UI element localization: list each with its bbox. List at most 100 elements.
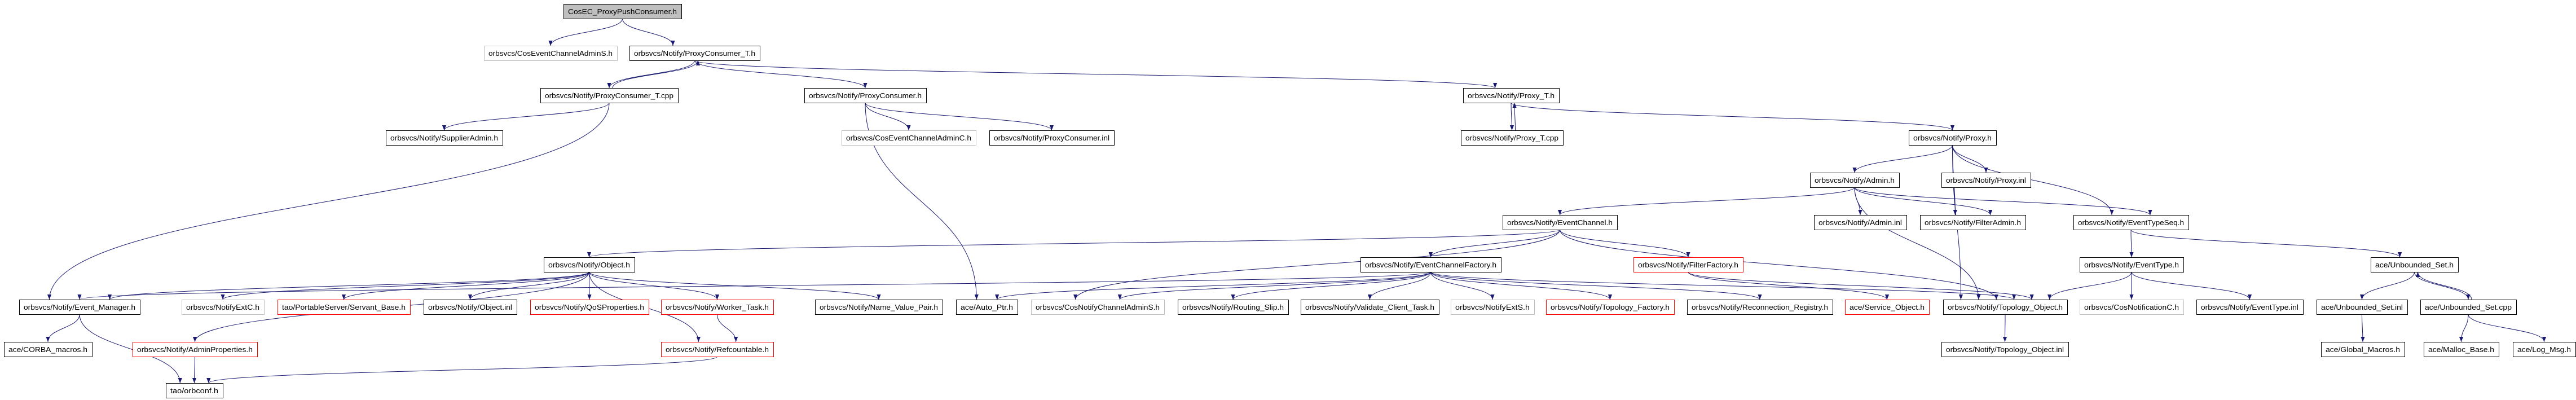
node-label: orbsvcs/Notify/Proxy_T.h [1468, 91, 1555, 100]
edge-arrow [1952, 144, 1988, 173]
edge-arrow [2131, 271, 2252, 300]
edge-arrow [1428, 229, 1560, 258]
edge-arrow [47, 102, 610, 300]
file-node[interactable]: orbsvcs/Notify/Topology_Factory.h [1546, 300, 1675, 315]
file-node[interactable]: orbsvcs/Notify/QoSProperties.h [530, 300, 649, 315]
file-node[interactable]: orbsvcs/Notify/AdminProperties.h [133, 342, 258, 357]
file-node[interactable]: orbsvcs/Notify/EventChannelFactory.h [1360, 257, 1501, 272]
file-node[interactable]: orbsvcs/Notify/EventType.h [2080, 257, 2184, 272]
node-box [2196, 300, 2304, 315]
file-node[interactable]: orbsvcs/NotifyExtS.h [1451, 300, 1535, 315]
node-box [484, 46, 618, 61]
node-label: orbsvcs/Notify/ProxyConsumer_T.h [634, 49, 755, 58]
file-node[interactable]: orbsvcs/Notify/Routing_Slip.h [1178, 300, 1289, 315]
edge-arrow [342, 271, 589, 300]
file-node[interactable]: orbsvcs/Notify/Admin.h [1810, 173, 1900, 188]
file-node[interactable]: orbsvcs/Notify/ProxyConsumer.h [804, 88, 927, 103]
node-box [1546, 300, 1675, 315]
file-node[interactable]: ace/Log_Msg.h [2513, 342, 2576, 357]
file-node[interactable]: orbsvcs/Notify/Proxy.inl [1941, 173, 2031, 188]
edge-arrow [1430, 271, 2016, 300]
file-node[interactable]: orbsvcs/Notify/Name_Value_Pair.h [815, 300, 943, 315]
file-node[interactable]: orbsvcs/Notify/Worker_Task.h [661, 300, 774, 315]
file-node[interactable]: orbsvcs/Notify/Refcountable.h [661, 342, 774, 357]
file-node[interactable]: tao/orbconf.h [166, 383, 223, 398]
node-label: orbsvcs/Notify/Object.inl [428, 303, 512, 311]
edge-arrow [468, 271, 589, 300]
node-label: tao/PortableServer/Servant_Base.h [282, 303, 406, 311]
file-node[interactable]: ace/Unbounded_Set.inl [2317, 300, 2408, 315]
file-node[interactable]: orbsvcs/Notify/Proxy.h [1909, 130, 1997, 146]
node-label: ace/Malloc_Base.h [2428, 345, 2494, 354]
node-label: orbsvcs/Notify/ProxyConsumer_T.cpp [545, 91, 673, 100]
file-node[interactable]: ace/CORBA_macros.h [4, 342, 93, 357]
file-node[interactable]: orbsvcs/Notify/EventType.inl [2196, 300, 2304, 315]
file-node[interactable]: tao/PortableServer/Servant_Base.h [278, 300, 411, 315]
node-box [2424, 342, 2499, 357]
file-node[interactable]: orbsvcs/Notify/Reconnection_Registry.h [1687, 300, 1833, 315]
file-node[interactable]: ace/Unbounded_Set.h [2371, 257, 2459, 272]
file-node[interactable]: orbsvcs/Notify/Object.inl [424, 300, 517, 315]
file-node[interactable]: orbsvcs/Notify/Validate_Client_Task.h [1301, 300, 1439, 315]
node-label: orbsvcs/Notify/Refcountable.h [666, 345, 769, 354]
file-node[interactable]: ace/Auto_Ptr.h [956, 300, 1018, 315]
node-box [1920, 215, 2026, 230]
file-node[interactable]: orbsvcs/Notify/Admin.inl [1814, 215, 1907, 230]
edge-arrow [78, 271, 1431, 300]
edge-arrow [1511, 102, 1954, 131]
edge-arrow [995, 271, 1431, 300]
nodes-layer: CosEC_ProxyPushConsumer.h orbsvcs/CosEven… [4, 4, 2576, 398]
file-node[interactable]: orbsvcs/Notify/EventTypeSeq.h [2073, 215, 2189, 230]
edge-arrow [589, 271, 881, 300]
edge-arrow [1854, 187, 1981, 300]
node-label: orbsvcs/Notify/EventType.inl [2201, 303, 2298, 311]
edge-arrow [1512, 102, 1517, 131]
file-node[interactable]: orbsvcs/Notify/Topology_Object.inl [1941, 342, 2069, 357]
edge-arrow [1073, 229, 1560, 300]
node-box [1301, 300, 1439, 315]
edge-arrow [622, 18, 675, 46]
node-box [989, 130, 1115, 146]
file-node[interactable]: orbsvcs/Notify/FilterAdmin.h [1920, 215, 2026, 230]
file-node[interactable]: ace/Global_Macros.h [2321, 342, 2405, 357]
file-node[interactable]: ace/Malloc_Base.h [2424, 342, 2499, 357]
file-node[interactable]: orbsvcs/Notify/ProxyConsumer_T.h [629, 46, 760, 61]
file-node[interactable]: orbsvcs/CosNotifyChannelAdminS.h [1031, 300, 1165, 315]
edge-arrow [717, 314, 738, 342]
node-label: ace/Auto_Ptr.h [961, 303, 1013, 311]
file-node[interactable]: orbsvcs/CosEventChannelAdminS.h [484, 46, 618, 61]
node-label: ace/Global_Macros.h [2326, 345, 2400, 354]
edge-arrow [1854, 187, 1993, 216]
file-node[interactable]: orbsvcs/Notify/Proxy_T.h [1463, 88, 1560, 103]
edge-arrow [442, 102, 610, 131]
node-box [2073, 215, 2189, 230]
file-node[interactable]: orbsvcs/Notify/ProxyConsumer_T.cpp [540, 88, 679, 103]
node-label: orbsvcs/Notify/Admin.inl [1818, 218, 1902, 227]
file-node[interactable]: ace/Unbounded_Set.cpp [2420, 300, 2517, 315]
edge-arrow [2130, 229, 2402, 258]
edge-arrow [1688, 271, 2034, 300]
node-label: orbsvcs/Notify/Validate_Client_Task.h [1305, 303, 1434, 311]
edge-arrow [2002, 314, 2007, 342]
file-node[interactable]: orbsvcs/Notify/EventChannel.h [1503, 215, 1618, 230]
file-node[interactable]: orbsvcs/CosNotificationC.h [2080, 300, 2184, 315]
edge-arrow [694, 60, 1497, 89]
node-box [629, 46, 760, 61]
file-node[interactable]: orbsvcs/Notify/Proxy_T.cpp [1461, 130, 1564, 146]
node-box [661, 342, 774, 357]
file-node[interactable]: orbsvcs/NotifyExtC.h [182, 300, 265, 315]
file-node[interactable]: orbsvcs/Notify/SupplierAdmin.h [386, 130, 503, 146]
file-node[interactable]: orbsvcs/Notify/Object.h [544, 257, 635, 272]
node-label: orbsvcs/Notify/Admin.h [1815, 176, 1895, 184]
file-node[interactable]: ace/Service_Object.h [1845, 300, 1930, 315]
node-label: orbsvcs/Notify/FilterAdmin.h [1925, 218, 2021, 227]
edge-arrow [221, 271, 589, 300]
node-box [1941, 342, 2069, 357]
file-node[interactable]: orbsvcs/Notify/Topology_Object.h [1943, 300, 2068, 315]
file-node[interactable]: orbsvcs/Notify/ProxyConsumer.inl [989, 130, 1115, 146]
edge-arrow [1367, 271, 1431, 300]
node-label: orbsvcs/Notify/AdminProperties.h [137, 345, 253, 354]
file-node[interactable]: orbsvcs/Notify/Event_Manager.h [19, 300, 140, 315]
file-node[interactable]: orbsvcs/Notify/FilterFactory.h [1633, 257, 1743, 272]
file-node[interactable]: orbsvcs/CosEventChannelAdminC.h [842, 130, 976, 146]
